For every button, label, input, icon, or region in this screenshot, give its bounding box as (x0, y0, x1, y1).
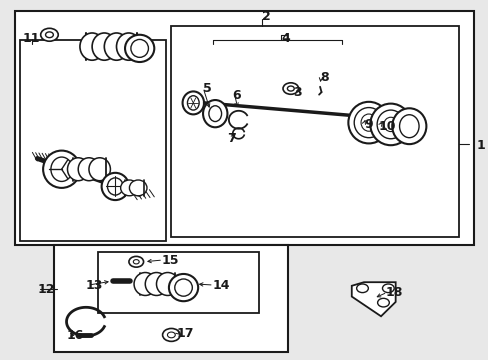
Ellipse shape (116, 33, 141, 60)
Text: 12: 12 (37, 283, 55, 296)
Text: 9: 9 (363, 118, 372, 131)
Bar (98, 252, 259, 313)
Text: 2: 2 (261, 10, 270, 23)
Ellipse shape (382, 284, 393, 293)
Ellipse shape (104, 33, 128, 60)
Ellipse shape (347, 102, 388, 143)
Ellipse shape (162, 328, 180, 341)
Bar (20, 40, 166, 241)
Ellipse shape (383, 117, 397, 132)
Ellipse shape (145, 273, 167, 296)
Text: 7: 7 (227, 132, 236, 145)
Ellipse shape (203, 100, 227, 127)
Ellipse shape (174, 279, 192, 296)
Ellipse shape (168, 274, 198, 301)
Ellipse shape (89, 158, 110, 181)
Ellipse shape (131, 40, 148, 57)
Ellipse shape (80, 33, 104, 60)
Ellipse shape (369, 104, 410, 145)
Ellipse shape (376, 110, 404, 139)
Ellipse shape (129, 256, 143, 267)
Text: 18: 18 (385, 287, 403, 300)
Ellipse shape (187, 96, 199, 110)
Text: 11: 11 (22, 32, 40, 45)
Ellipse shape (125, 35, 154, 62)
Ellipse shape (353, 108, 383, 138)
Ellipse shape (399, 115, 418, 138)
Polygon shape (351, 282, 395, 316)
Ellipse shape (129, 180, 147, 196)
Text: 10: 10 (378, 120, 395, 133)
Ellipse shape (67, 158, 89, 181)
Ellipse shape (283, 83, 298, 94)
Ellipse shape (92, 33, 116, 60)
Ellipse shape (41, 28, 58, 41)
Ellipse shape (45, 32, 53, 38)
Text: 1: 1 (475, 139, 484, 152)
Text: 6: 6 (232, 89, 241, 102)
Ellipse shape (121, 180, 138, 196)
Bar (54, 244, 288, 352)
Ellipse shape (102, 173, 129, 200)
Ellipse shape (51, 157, 72, 181)
Ellipse shape (182, 91, 203, 114)
Text: 17: 17 (176, 327, 193, 340)
Text: 13: 13 (86, 279, 103, 292)
Ellipse shape (377, 298, 388, 307)
Ellipse shape (356, 284, 367, 293)
Text: 14: 14 (212, 279, 230, 292)
Ellipse shape (133, 260, 139, 264)
Ellipse shape (391, 108, 426, 144)
Ellipse shape (78, 158, 100, 181)
Text: 5: 5 (203, 82, 211, 95)
Ellipse shape (287, 86, 294, 91)
Text: 16: 16 (66, 329, 84, 342)
Text: 3: 3 (293, 86, 301, 99)
Ellipse shape (134, 273, 156, 296)
Ellipse shape (167, 332, 175, 338)
Ellipse shape (360, 114, 376, 131)
Text: 15: 15 (161, 254, 179, 267)
Ellipse shape (156, 273, 179, 296)
Ellipse shape (208, 106, 221, 122)
Bar (171, 26, 458, 237)
Ellipse shape (107, 178, 123, 195)
Bar (15, 12, 473, 244)
Text: 4: 4 (281, 32, 289, 45)
Ellipse shape (43, 150, 80, 188)
Text: 8: 8 (320, 71, 328, 84)
